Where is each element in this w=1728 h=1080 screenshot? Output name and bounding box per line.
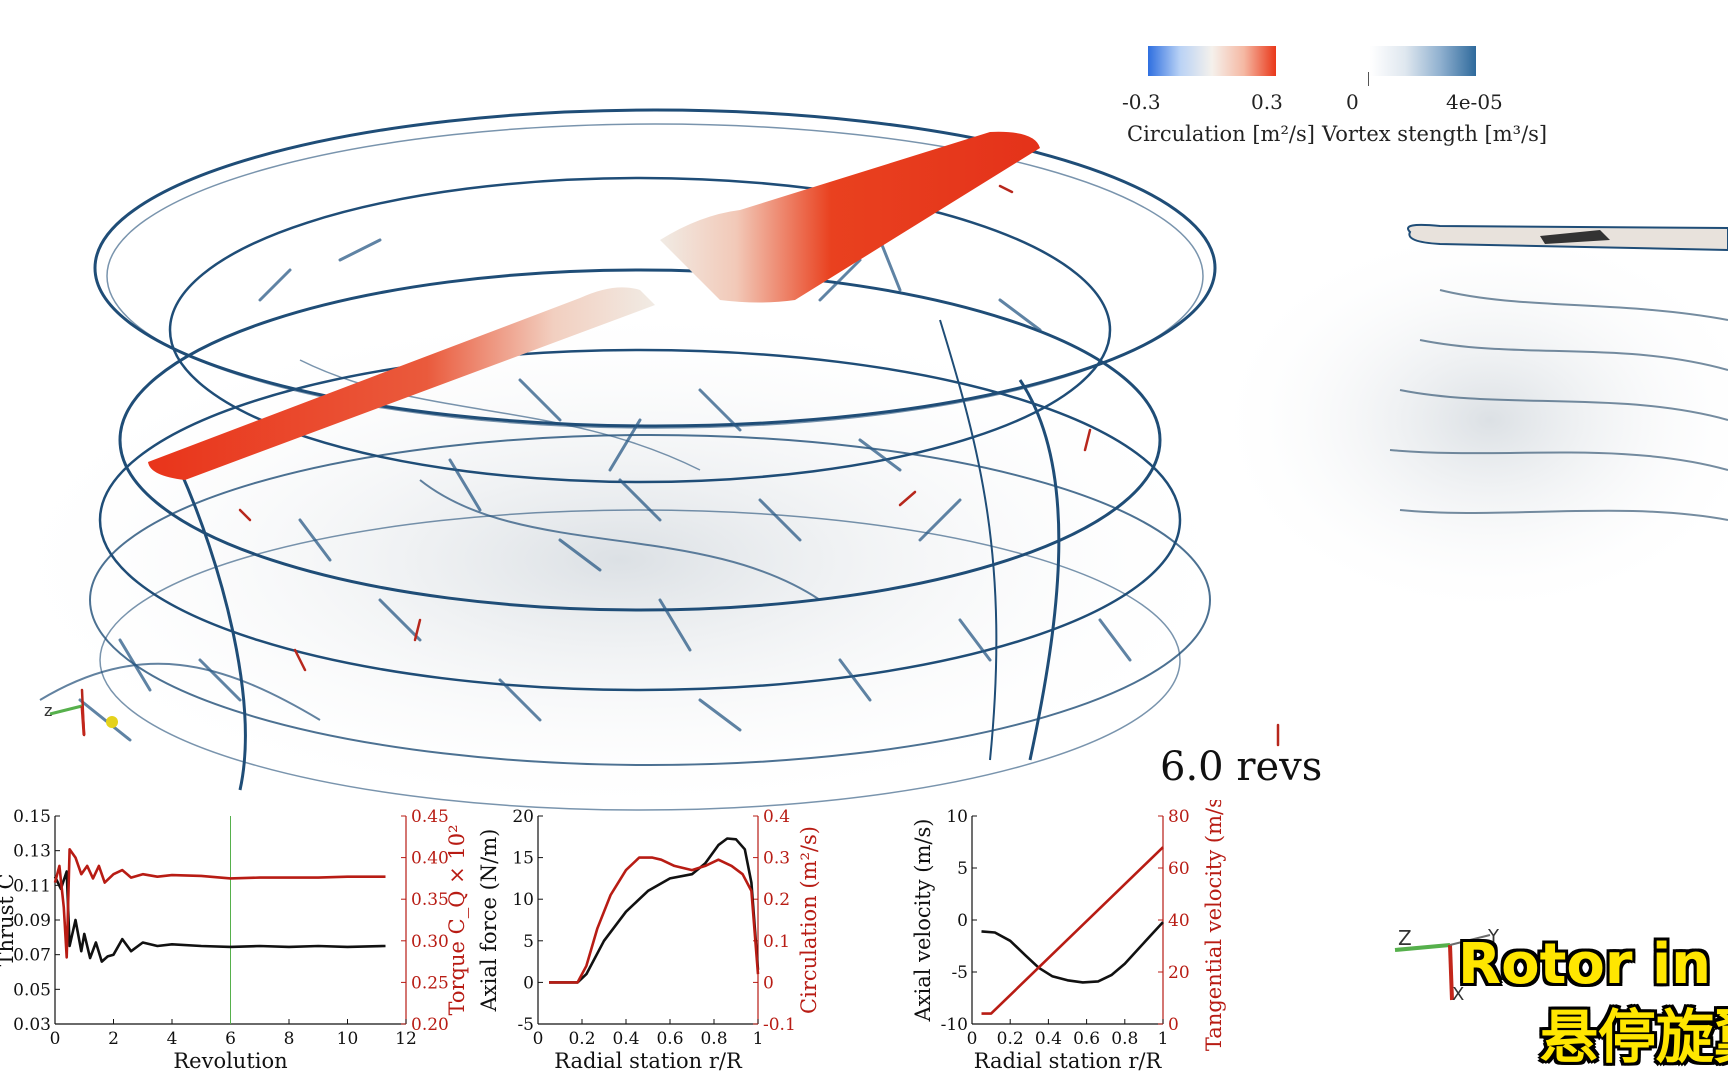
right-y-tick-label: 0.1 bbox=[763, 932, 790, 952]
svg-text:X: X bbox=[1452, 984, 1464, 1005]
x-tick-label: 0.6 bbox=[656, 1029, 683, 1049]
y-axis-title: Axial force (N/m) bbox=[477, 829, 501, 1013]
x-tick-label: 0.8 bbox=[700, 1029, 727, 1049]
x-tick-label: 0 bbox=[50, 1029, 61, 1049]
y-tick-label: 15 bbox=[512, 849, 534, 869]
y-tick-label: -10 bbox=[941, 1015, 968, 1035]
right-y-tick-label: 0.40 bbox=[411, 849, 449, 869]
black-series-line bbox=[53, 870, 386, 963]
red-series-line bbox=[549, 856, 760, 984]
red-series-line bbox=[53, 847, 386, 959]
right-y-tick-label: 0.4 bbox=[763, 807, 790, 827]
x-tick-label: 10 bbox=[337, 1029, 359, 1049]
revolution-counter: 6.0 revs bbox=[1160, 744, 1323, 790]
y-tick-label: 0 bbox=[523, 973, 534, 993]
tip-vortex-rings bbox=[39, 108, 1217, 811]
y-axis-title: Thrust C bbox=[0, 873, 18, 966]
black-series-line bbox=[981, 921, 1164, 984]
x-tick-label: 6 bbox=[225, 1029, 236, 1049]
x-tick-label: 1 bbox=[753, 1029, 764, 1049]
x-axis-title: Revolution bbox=[173, 1049, 287, 1073]
y-tick-label: 0.07 bbox=[13, 946, 51, 966]
y-tick-label: 5 bbox=[523, 932, 534, 952]
x-tick-label: 0.4 bbox=[612, 1029, 639, 1049]
vortex-legend-title: Vortex stength [m³/s] bbox=[1322, 122, 1548, 146]
right-y-axis-title: Torque C_Q × 10² bbox=[445, 825, 469, 1016]
right-y-tick-label: 40 bbox=[1168, 911, 1190, 931]
x-tick-label: 0.2 bbox=[997, 1029, 1024, 1049]
x-axis-title: Radial station r/R bbox=[974, 1049, 1163, 1073]
colorbar-tick bbox=[1368, 72, 1369, 86]
vortex-max-label: 4e-05 bbox=[1446, 90, 1503, 114]
right-y-tick-label: 0.3 bbox=[763, 849, 790, 869]
video-caption-line2: 悬停旋翼 bbox=[1540, 1003, 1728, 1071]
orientation-triad-main: z bbox=[44, 701, 118, 736]
right-y-tick-label: 0 bbox=[763, 973, 774, 993]
y-tick-label: 20 bbox=[512, 807, 534, 827]
side-view-rotor bbox=[1389, 223, 1728, 521]
right-y-tick-label: 0.30 bbox=[411, 932, 449, 952]
right-y-tick-label: 0.25 bbox=[411, 973, 449, 993]
svg-text:z: z bbox=[44, 701, 52, 720]
x-tick-label: 0.2 bbox=[568, 1029, 595, 1049]
black-series-line bbox=[549, 837, 760, 984]
right-y-tick-label: 20 bbox=[1168, 963, 1190, 983]
x-tick-label: 0 bbox=[967, 1029, 978, 1049]
right-y-tick-label: 80 bbox=[1168, 807, 1190, 827]
y-tick-label: -5 bbox=[517, 1015, 534, 1035]
x-tick-label: 0.6 bbox=[1073, 1029, 1100, 1049]
circulation-min-label: -0.3 bbox=[1122, 90, 1161, 114]
right-y-tick-label: -0.1 bbox=[763, 1015, 796, 1035]
y-axis-title: Axial velocity (m/s) bbox=[911, 819, 935, 1023]
y-tick-label: 0.13 bbox=[13, 842, 51, 862]
y-tick-label: 0.03 bbox=[13, 1015, 51, 1035]
x-tick-label: 2 bbox=[108, 1029, 119, 1049]
circulation-legend-title: Circulation [m²/s] bbox=[1127, 122, 1315, 146]
right-y-tick-label: 0.35 bbox=[411, 890, 449, 910]
vortex-strength-colorbar bbox=[1370, 46, 1476, 76]
video-caption-line1: Rotor in H bbox=[1458, 932, 1728, 997]
x-tick-label: 0.8 bbox=[1111, 1029, 1138, 1049]
y-tick-label: 0.05 bbox=[13, 980, 51, 1000]
svg-text:Y: Y bbox=[1487, 926, 1500, 947]
x-tick-label: 0 bbox=[533, 1029, 544, 1049]
svg-text:Z: Z bbox=[1398, 926, 1412, 950]
orientation-triad-side: Z Y X bbox=[1394, 926, 1500, 1005]
x-tick-label: 8 bbox=[284, 1029, 295, 1049]
right-y-tick-label: 60 bbox=[1168, 859, 1190, 879]
side-view-particle-cloud bbox=[1210, 220, 1728, 620]
rotor-blade-left bbox=[148, 287, 655, 480]
vortex-min-label: 0 bbox=[1346, 90, 1359, 114]
velocity-profile-chart: 0 0.2 0.4 0.6 0.8 1 -10 -5 0 5 10 0 20 40 60 80 Radial s… bbox=[911, 800, 1226, 1073]
x-axis-title: Radial station r/R bbox=[554, 1049, 743, 1073]
thrust-torque-history-chart: 0 2 4 6 8 10 12 0.03 0.05 0.07 0.09 0.11 0.13 0.15 0.2… bbox=[0, 807, 469, 1073]
circulation-colorbar bbox=[1148, 46, 1276, 76]
y-tick-label: 0.11 bbox=[13, 876, 51, 896]
rotor-blades bbox=[148, 131, 1040, 480]
axial-force-circulation-chart: 0 0.2 0.4 0.6 0.8 1-505101520-0.100.10.20.30.… bbox=[477, 807, 821, 1073]
x-tick-label: 1 bbox=[1158, 1029, 1169, 1049]
y-tick-label: 0.09 bbox=[13, 911, 51, 931]
x-tick-label: 12 bbox=[395, 1029, 417, 1049]
right-y-axis-title: Circulation (m²/s) bbox=[797, 826, 821, 1014]
x-tick-label: 4 bbox=[167, 1029, 178, 1049]
right-y-tick-label: 0.45 bbox=[411, 807, 449, 827]
right-y-tick-label: 0.20 bbox=[411, 1015, 449, 1035]
y-tick-label: 10 bbox=[946, 807, 968, 827]
y-tick-label: 5 bbox=[957, 859, 968, 879]
right-y-tick-label: 0.2 bbox=[763, 890, 790, 910]
red-series-line bbox=[981, 846, 1164, 1015]
y-tick-label: 10 bbox=[512, 890, 534, 910]
y-tick-label: 0 bbox=[957, 911, 968, 931]
x-tick-label: 0.4 bbox=[1035, 1029, 1062, 1049]
circulation-max-label: 0.3 bbox=[1251, 90, 1283, 114]
right-y-axis-title: Tangential velocity (m/s) bbox=[1202, 800, 1226, 1051]
rotor-blade-right bbox=[660, 131, 1040, 303]
y-tick-label: 0.15 bbox=[13, 807, 51, 827]
right-y-tick-label: 0 bbox=[1168, 1015, 1179, 1035]
y-tick-label: -5 bbox=[951, 963, 968, 983]
